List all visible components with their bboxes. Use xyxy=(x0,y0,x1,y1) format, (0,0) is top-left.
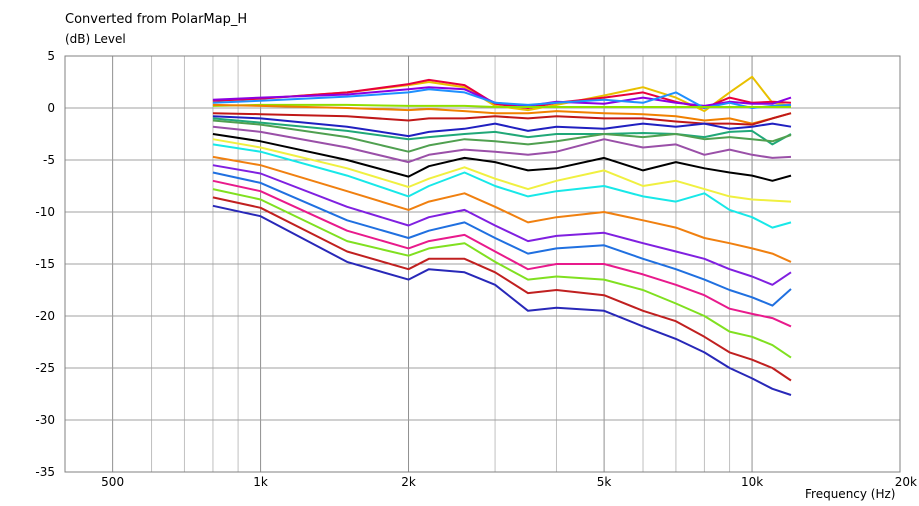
y-axis-label: (dB) Level xyxy=(65,32,126,46)
x-tick-labels: 500 1k 2k 5k 10k 20k xyxy=(101,475,917,489)
x-tick-label: 20k xyxy=(895,475,917,489)
x-tick-label: 5k xyxy=(597,475,612,489)
series-line xyxy=(212,155,792,263)
series-line xyxy=(212,204,792,396)
x-tick-label: 1k xyxy=(253,475,268,489)
y-tick-label: -5 xyxy=(43,153,55,167)
series-line xyxy=(212,88,792,109)
y-tick-label: -15 xyxy=(35,257,55,271)
plot-frame xyxy=(64,55,901,473)
series-line xyxy=(212,103,792,125)
series-line xyxy=(212,125,792,164)
series-line xyxy=(212,103,791,108)
series-line xyxy=(212,196,792,382)
series-line xyxy=(212,138,792,203)
series-line xyxy=(212,115,792,138)
y-tick-label: -25 xyxy=(35,361,55,375)
y-tick-label: -10 xyxy=(35,205,55,219)
series-line xyxy=(212,117,792,146)
y-tick-label: 5 xyxy=(47,49,55,63)
chart-title: Converted from PolarMap_H xyxy=(65,12,248,27)
series-line xyxy=(212,164,792,286)
series-line xyxy=(212,119,792,153)
y-tick-label: -30 xyxy=(35,413,55,427)
x-tick-label: 500 xyxy=(101,475,124,489)
y-tick-label: -35 xyxy=(35,465,55,479)
series-line xyxy=(212,171,792,307)
y-tick-label: -20 xyxy=(35,309,55,323)
y-tick-labels: 5 0 -5 -10 -15 -20 -25 -30 -35 xyxy=(35,49,55,479)
x-axis-label: Frequency (Hz) xyxy=(805,487,896,501)
series-line xyxy=(212,179,792,328)
series-line xyxy=(212,112,792,126)
y-tick-label: 0 xyxy=(47,101,55,115)
series-line xyxy=(212,143,792,229)
series-lines xyxy=(212,75,792,396)
x-tick-label: 2k xyxy=(401,475,416,489)
series-line xyxy=(212,133,792,182)
series-line xyxy=(212,188,792,359)
x-tick-label: 10k xyxy=(741,475,763,489)
